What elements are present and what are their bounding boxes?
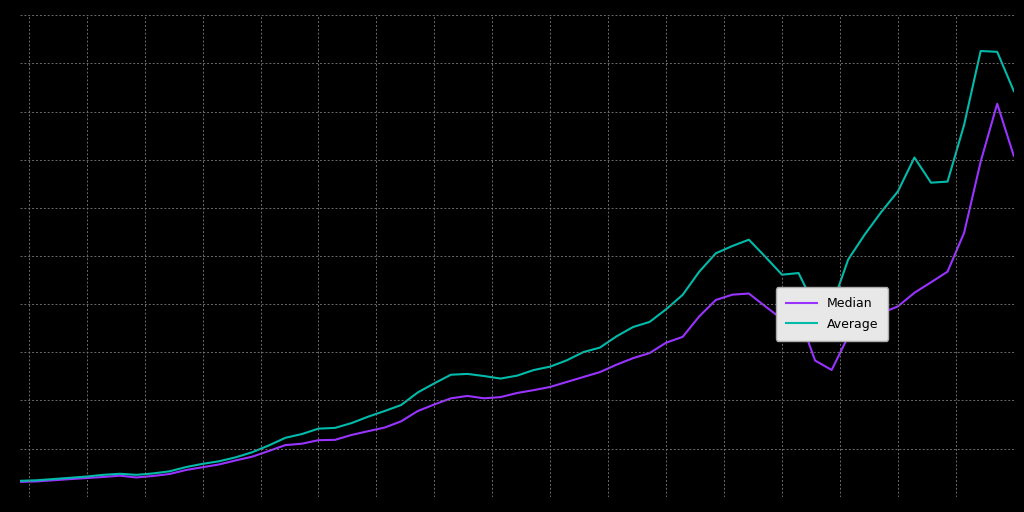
Median xyxy=(213,461,225,467)
Average xyxy=(246,449,258,455)
Average xyxy=(544,364,556,370)
Average xyxy=(361,414,374,420)
Median xyxy=(991,101,1004,107)
Average xyxy=(213,458,225,464)
Average xyxy=(876,209,888,215)
Legend: Median, Average: Median, Average xyxy=(775,287,888,340)
Median xyxy=(361,428,374,434)
Median xyxy=(610,361,623,368)
Line: Median: Median xyxy=(20,104,1014,482)
Median xyxy=(876,310,888,316)
Median xyxy=(14,479,27,485)
Average xyxy=(610,333,623,339)
Line: Average: Average xyxy=(20,51,1014,481)
Average xyxy=(1008,88,1020,94)
Average xyxy=(14,478,27,484)
Median xyxy=(246,454,258,460)
Median xyxy=(1008,153,1020,159)
Average xyxy=(975,48,987,54)
Median xyxy=(544,384,556,390)
